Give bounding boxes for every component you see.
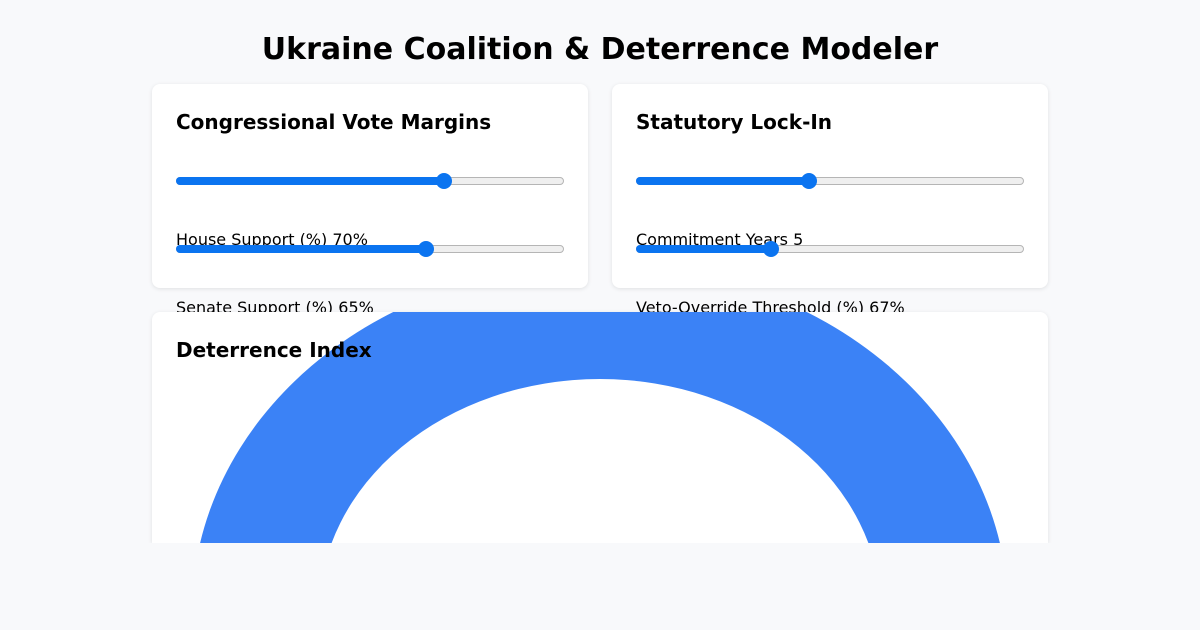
house-support-label: House Support (%) 70% <box>176 230 368 250</box>
house-support-slider[interactable] <box>176 173 564 189</box>
deterrence-index-card: Deterrence Index <box>152 312 1048 543</box>
commitment-years-slider-thumb[interactable] <box>801 173 818 189</box>
senate-support-slider-fill <box>176 245 426 253</box>
veto-threshold-slider-thumb[interactable] <box>762 241 779 257</box>
commitment-years-label-text: Commitment Years <box>636 230 788 249</box>
statutory-lockin-title: Statutory Lock-In <box>636 110 833 134</box>
page-title: Ukraine Coalition & Deterrence Modeler <box>261 32 939 67</box>
deterrence-gauge <box>200 312 1000 543</box>
senate-support-slider-thumb[interactable] <box>417 241 434 257</box>
deterrence-gauge-arc <box>200 312 1000 543</box>
veto-threshold-slider[interactable] <box>636 241 1024 257</box>
statutory-lockin-card: Statutory Lock-In Commitment Years 5 Vet… <box>612 84 1048 317</box>
commitment-years-label: Commitment Years 5 <box>636 230 803 250</box>
veto-threshold-slider-fill <box>636 245 771 253</box>
commitment-years-slider[interactable] <box>636 173 1024 189</box>
commitment-years-value: 5 <box>793 230 804 249</box>
house-support-value: 70% <box>332 230 368 249</box>
house-support-label-text: House Support (%) <box>176 230 328 249</box>
vote-margins-card: Congressional Vote Margins House Support… <box>152 84 588 317</box>
commitment-years-slider-fill <box>636 177 810 185</box>
page-footer-space <box>0 543 1200 630</box>
senate-support-slider[interactable] <box>176 241 564 257</box>
house-support-slider-fill <box>176 177 444 185</box>
house-support-slider-thumb[interactable] <box>436 173 452 189</box>
vote-margins-title: Congressional Vote Margins <box>176 110 492 134</box>
deterrence-index-title: Deterrence Index <box>176 338 372 362</box>
